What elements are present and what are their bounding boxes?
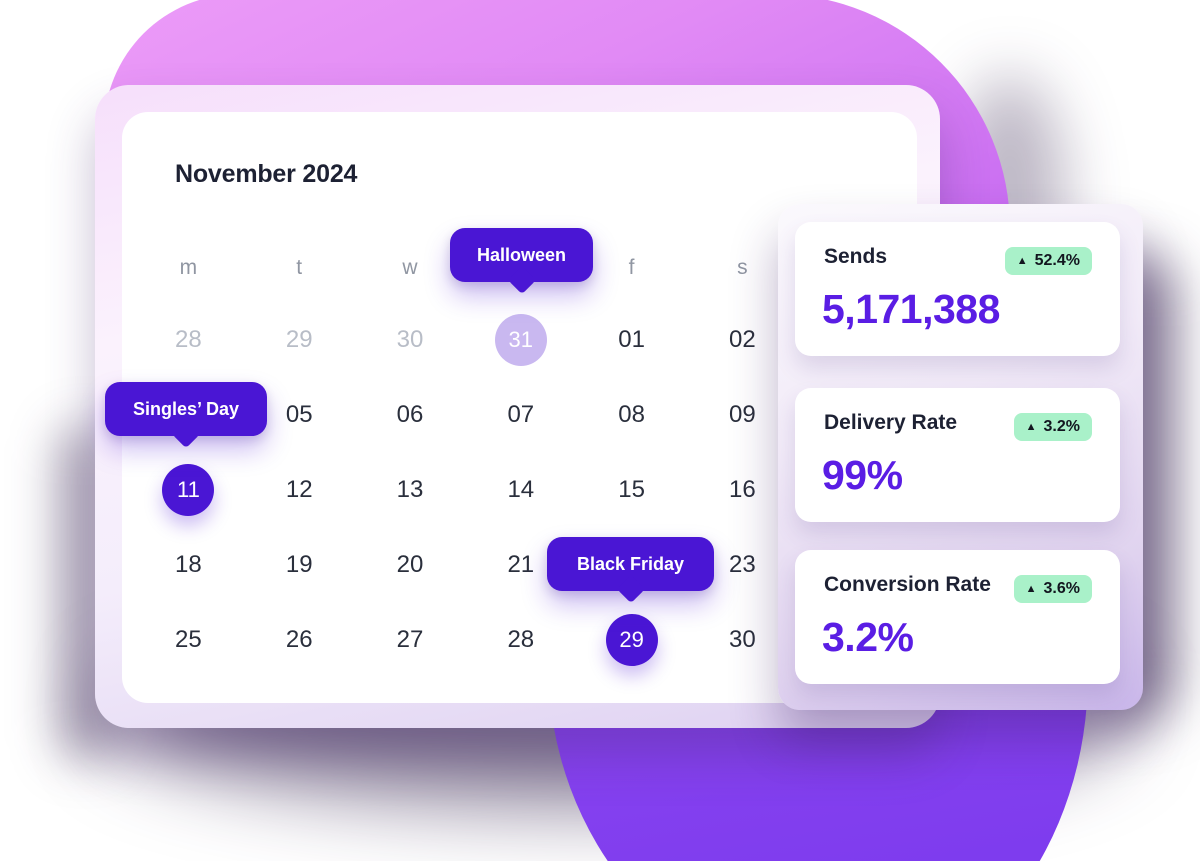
calendar-day[interactable]: 28 <box>507 625 535 653</box>
calendar-day-event[interactable]: 11 <box>133 452 244 527</box>
weekday-label: w <box>402 256 418 279</box>
calendar-day-prev-month[interactable]: 28 <box>175 325 202 353</box>
stat-label: Sends <box>824 245 888 268</box>
calendar-day[interactable]: 25 <box>175 625 202 653</box>
calendar-day[interactable]: 14 <box>507 475 535 503</box>
calendar-day[interactable]: 02 <box>729 325 756 353</box>
weekday-label: t <box>296 256 303 279</box>
calendar-day[interactable]: 07 <box>507 400 535 428</box>
stat-change: 3.2% <box>1043 418 1080 435</box>
trend-badge: ▲ 52.4% <box>1004 247 1092 275</box>
stat-card: Delivery Rate ▲ 3.2% 99% <box>795 388 1120 522</box>
calendar-day[interactable]: 20 <box>396 550 424 578</box>
calendar-day[interactable]: 23 <box>729 550 756 578</box>
trend-badge: ▲ 3.6% <box>1013 575 1092 603</box>
stat-change: 3.6% <box>1043 580 1080 597</box>
calendar-day[interactable]: 21 <box>507 550 535 578</box>
event-tooltip-label: Singles’ Day <box>132 398 240 419</box>
stat-change: 52.4% <box>1034 252 1080 269</box>
event-tooltip-halloween[interactable]: Halloween <box>450 228 593 282</box>
calendar-day[interactable]: 06 <box>396 400 424 428</box>
stat-value: 5,171,388 <box>822 286 1000 332</box>
calendar-day-prev-month[interactable]: 30 <box>396 325 424 353</box>
trend-up-icon: ▲ <box>1025 582 1037 595</box>
calendar-day-event-past[interactable]: 31 <box>465 302 576 377</box>
calendar-day-event[interactable]: 29 <box>576 602 687 677</box>
calendar-day[interactable]: 18 <box>175 550 202 578</box>
stat-label: Conversion Rate <box>824 573 991 596</box>
event-tooltip-black-friday[interactable]: Black Friday <box>547 537 714 591</box>
weekday-label: m <box>179 256 198 279</box>
event-day-circle-soft: 31 <box>494 313 547 366</box>
weekday-label: f <box>628 256 635 279</box>
stat-value: 99% <box>822 452 903 498</box>
calendar-day[interactable]: 05 <box>285 400 313 428</box>
stat-label: Delivery Rate <box>824 411 958 434</box>
calendar-day[interactable]: 13 <box>396 475 424 503</box>
calendar-grid: mtwtfs2829303101020506070809111213141516… <box>133 234 798 677</box>
event-tooltip-label: Halloween <box>476 244 567 265</box>
calendar-day[interactable]: 26 <box>285 625 313 653</box>
calendar-day[interactable]: 16 <box>729 475 756 503</box>
calendar-day[interactable]: 01 <box>618 325 645 353</box>
stat-card: Sends ▲ 52.4% 5,171,388 <box>795 222 1120 356</box>
calendar-day[interactable]: 12 <box>285 475 313 503</box>
stat-card: Conversion Rate ▲ 3.6% 3.2% <box>795 550 1120 684</box>
calendar-day-prev-month[interactable]: 29 <box>285 325 313 353</box>
calendar-day[interactable]: 09 <box>729 400 756 428</box>
weekday-label: s <box>737 256 748 279</box>
stat-value: 3.2% <box>822 614 914 660</box>
trend-up-icon: ▲ <box>1025 420 1037 433</box>
calendar-day[interactable]: 08 <box>618 400 645 428</box>
event-tooltip-singles-day[interactable]: Singles’ Day <box>105 382 267 436</box>
calendar-day[interactable]: 15 <box>618 475 645 503</box>
event-day-circle: 29 <box>605 613 658 666</box>
event-tooltip-label: Black Friday <box>576 553 685 574</box>
calendar-day[interactable]: 19 <box>285 550 313 578</box>
stats-panel: Sends ▲ 52.4% 5,171,388 Delivery Rate ▲ 3.2% 99… <box>778 204 1143 710</box>
calendar-title: November 2024 <box>175 160 358 188</box>
trend-up-icon: ▲ <box>1016 254 1028 267</box>
calendar-day[interactable]: 27 <box>396 625 424 653</box>
event-day-circle: 11 <box>162 463 215 516</box>
trend-badge: ▲ 3.2% <box>1013 413 1092 441</box>
